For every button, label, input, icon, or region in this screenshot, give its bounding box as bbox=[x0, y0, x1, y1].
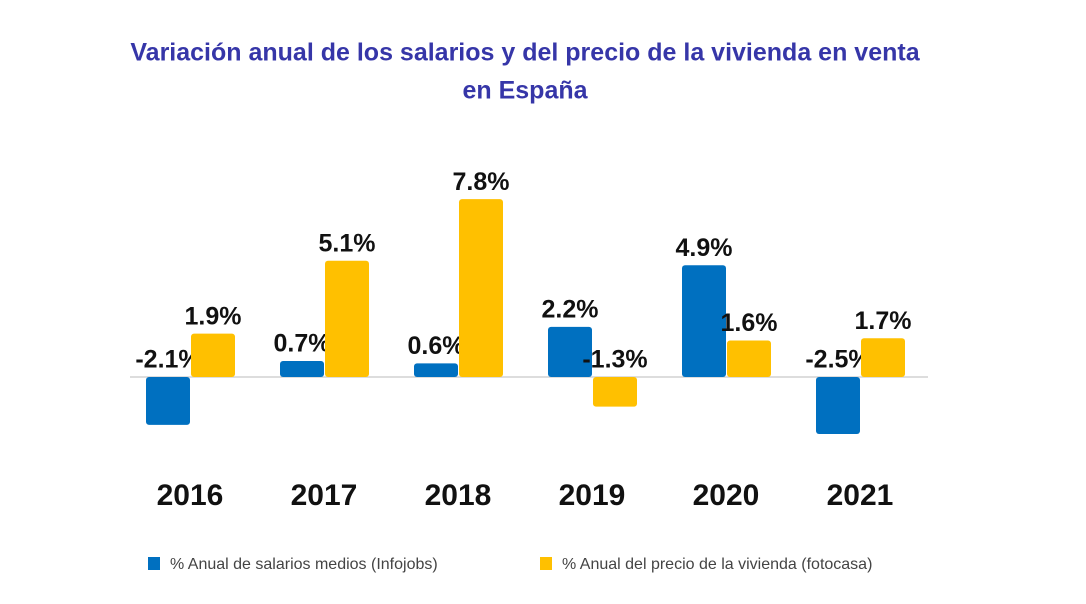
legend-label: % Anual de salarios medios (Infojobs) bbox=[170, 556, 438, 573]
x-tick-label: 2019 bbox=[559, 479, 626, 512]
chart-title: Variación anual de los salarios y del pr… bbox=[130, 39, 920, 67]
bar bbox=[459, 199, 503, 377]
value-label: 4.9% bbox=[676, 234, 733, 262]
value-label: 7.8% bbox=[453, 168, 510, 196]
value-label: 1.7% bbox=[855, 307, 912, 335]
x-tick-label: 2017 bbox=[291, 479, 358, 512]
value-label: -2.5% bbox=[805, 346, 870, 374]
bar bbox=[682, 265, 726, 377]
bar bbox=[325, 260, 369, 377]
x-tick-label: 2020 bbox=[693, 479, 760, 512]
value-label: 0.7% bbox=[274, 330, 331, 358]
value-label: -1.3% bbox=[582, 346, 647, 374]
bar bbox=[593, 377, 637, 407]
x-tick-label: 2021 bbox=[827, 479, 894, 512]
bar bbox=[816, 377, 860, 434]
legend-swatch bbox=[540, 557, 552, 570]
bar bbox=[191, 333, 235, 377]
x-tick-label: 2016 bbox=[157, 479, 224, 512]
bar bbox=[861, 338, 905, 377]
x-tick-label: 2018 bbox=[425, 479, 492, 512]
bar bbox=[548, 326, 592, 377]
bar bbox=[280, 361, 324, 377]
value-label: 1.9% bbox=[185, 302, 242, 330]
bar bbox=[146, 377, 190, 425]
bar bbox=[414, 363, 458, 377]
value-label: 5.1% bbox=[319, 229, 376, 257]
value-label: 2.2% bbox=[542, 295, 599, 323]
value-label: 0.6% bbox=[408, 332, 465, 360]
legend-label: % Anual del precio de la vivienda (fotoc… bbox=[562, 556, 872, 573]
legend-swatch bbox=[148, 557, 160, 570]
chart-subtitle: en España bbox=[462, 77, 588, 105]
value-label: 1.6% bbox=[721, 309, 778, 337]
value-label: -2.1% bbox=[135, 346, 200, 374]
bar bbox=[727, 340, 771, 377]
